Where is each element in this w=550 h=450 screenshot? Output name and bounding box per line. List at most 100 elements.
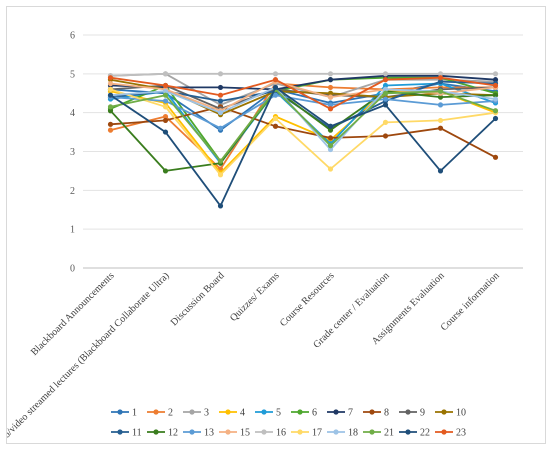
legend-marker <box>225 409 231 415</box>
data-point <box>162 168 169 174</box>
data-point <box>492 154 499 160</box>
legend-item: 5 <box>255 408 281 419</box>
data-point <box>492 92 499 98</box>
data-point <box>382 102 389 108</box>
data-point <box>327 77 334 83</box>
legend-item: 17 <box>291 428 322 439</box>
legend-item: 9 <box>399 408 425 419</box>
data-point <box>437 79 444 85</box>
data-point <box>217 125 224 131</box>
legend-marker <box>189 409 195 415</box>
data-point <box>327 90 334 96</box>
series-21 <box>107 86 499 164</box>
series-line <box>109 86 497 207</box>
legend-item: 21 <box>363 428 394 439</box>
legend-label: 6 <box>312 408 317 419</box>
legend-marker <box>117 409 123 415</box>
data-point <box>382 77 389 83</box>
data-point <box>107 121 114 127</box>
legend-marker <box>441 409 447 415</box>
legend-item: 4 <box>219 408 245 419</box>
legend-item: 13 <box>183 428 214 439</box>
data-point <box>217 203 224 209</box>
series-line <box>110 105 496 159</box>
data-point <box>272 71 279 77</box>
data-point <box>272 92 279 98</box>
legend-label: 9 <box>420 408 425 419</box>
data-point <box>382 86 389 92</box>
data-point <box>327 127 334 133</box>
legend-item: 16 <box>255 428 286 439</box>
series-line <box>110 88 496 176</box>
data-point <box>327 146 334 153</box>
y-tick-label: 2 <box>70 186 75 197</box>
legend-item: 22 <box>399 428 430 439</box>
data-point <box>107 108 114 114</box>
data-point <box>327 106 334 112</box>
y-tick-label: 4 <box>70 108 75 119</box>
data-point <box>327 71 334 77</box>
data-point <box>107 80 114 87</box>
series-line <box>110 72 496 106</box>
data-point <box>437 168 444 174</box>
data-point <box>217 84 224 91</box>
data-point <box>217 110 224 116</box>
data-point <box>162 82 169 89</box>
data-point <box>162 92 169 98</box>
data-point <box>492 96 499 102</box>
legend-item: 2 <box>147 408 173 419</box>
data-point <box>382 90 389 96</box>
legend-marker <box>261 429 267 435</box>
data-point <box>437 94 444 100</box>
data-point <box>272 115 279 122</box>
data-point <box>437 71 444 77</box>
data-point <box>327 102 334 108</box>
series-lines <box>107 71 499 209</box>
data-point <box>107 75 114 81</box>
data-point <box>437 75 444 81</box>
legend-label: 3 <box>204 408 209 419</box>
x-category-label: Course Resources <box>278 270 337 329</box>
legend-item: 3 <box>183 408 209 419</box>
data-point <box>272 84 279 91</box>
legend-label: 18 <box>348 428 358 439</box>
data-point <box>217 71 224 77</box>
data-point <box>162 104 169 110</box>
data-point <box>382 119 389 125</box>
data-point <box>162 113 169 120</box>
legend-label: 1 <box>132 408 137 419</box>
legend-label: 22 <box>420 428 430 439</box>
data-point <box>437 125 444 131</box>
legend-label: 5 <box>276 408 281 419</box>
legend-label: 2 <box>168 408 173 419</box>
series-line <box>110 72 496 77</box>
legend-item: 23 <box>435 428 466 439</box>
series-line <box>109 88 496 172</box>
data-point <box>107 86 114 92</box>
legend-marker <box>297 429 303 435</box>
series-line <box>110 76 496 110</box>
data-point <box>217 158 224 164</box>
data-point <box>217 92 224 98</box>
data-point <box>327 143 334 149</box>
y-tick-label: 5 <box>70 69 75 80</box>
legend-label: 12 <box>168 428 178 439</box>
legend-marker <box>153 409 159 415</box>
data-point <box>492 108 499 114</box>
legend-label: 7 <box>348 408 353 419</box>
y-tick-label: 3 <box>70 147 75 158</box>
legend-item: 7 <box>327 408 353 419</box>
series-line <box>110 80 496 112</box>
gridlines <box>83 34 523 269</box>
data-point <box>217 98 224 104</box>
legend-label: 23 <box>456 428 466 439</box>
legend-item: 8 <box>363 408 389 419</box>
legend-label: 11 <box>132 428 142 439</box>
legend-item: 15 <box>219 428 250 439</box>
legend-item: 11 <box>111 428 142 439</box>
data-point <box>382 82 389 89</box>
legend-marker <box>405 429 411 435</box>
